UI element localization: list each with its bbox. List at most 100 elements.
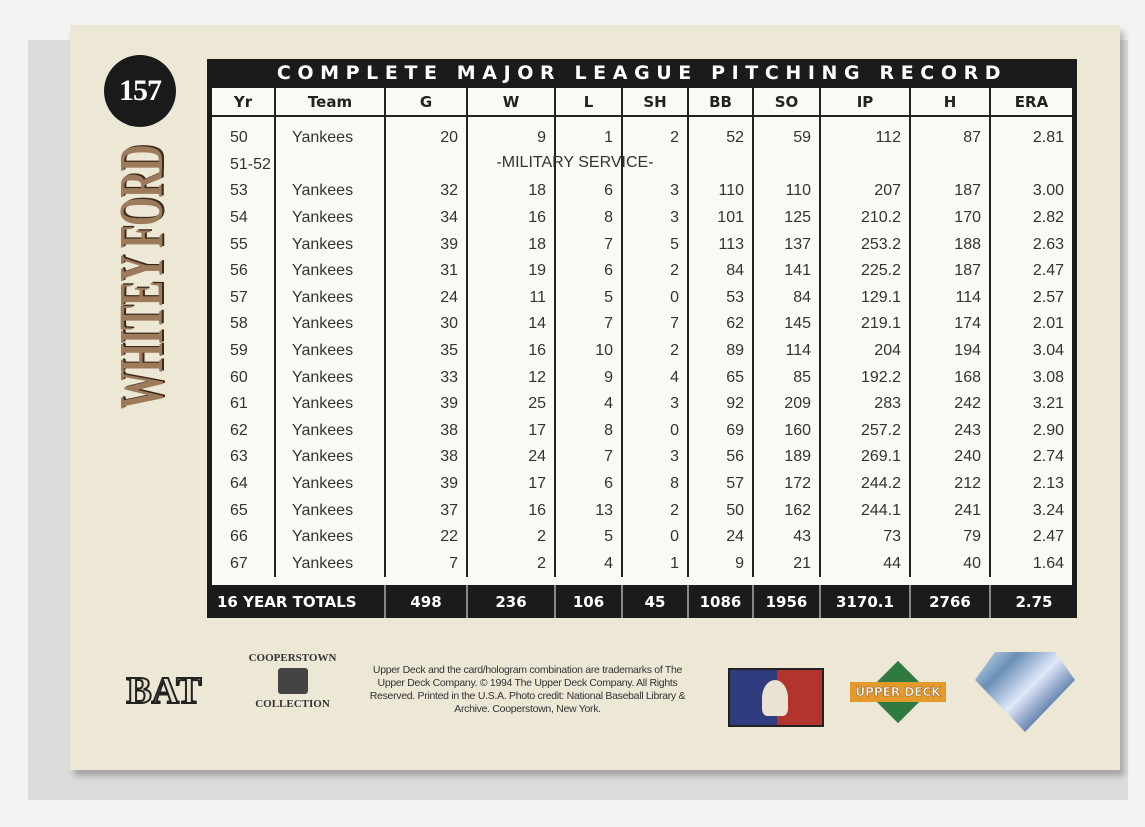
table-row: 59 Yankees 35 16 10 2 89 114 204 194 3.04 [212,337,1072,365]
table-row: 65 Yankees 37 16 13 2 50 162 244.1 241 3.24 [212,497,1072,524]
table-cell: 8 [554,417,622,445]
table-cell: 7 [384,550,467,578]
table-cell: 0 [621,417,688,445]
table-cell: 67 [230,554,248,572]
table-cell: 162 [752,497,820,524]
table-cell: 170 [909,204,990,232]
table-cell: 50 [230,129,248,147]
column-header: Team [274,88,385,117]
upper-deck-text: UPPER DECK [850,682,946,702]
table-cell: 50 [687,497,753,524]
totals-label: 16 YEAR TOTALS [217,592,357,611]
table-cell: 141 [752,257,820,285]
table-cell: 10 [554,337,622,365]
table-row: 51-52 [212,151,1072,179]
table-cell: 39 [384,231,467,258]
table-cell: Yankees [274,337,385,365]
table-cell: 87 [909,125,990,152]
table-cell: 18 [466,231,555,258]
table-cell: 5 [554,284,622,312]
total-cell: 1956 [752,585,820,618]
table-cell: 3.24 [989,497,1072,524]
table-cell: 2.47 [989,523,1072,551]
table-cell: 225.2 [819,257,910,285]
collection-text: COLLECTION [255,698,330,710]
table-cell: 3.08 [989,364,1072,391]
table-cell: 112 [819,125,910,152]
table-cell: 2.90 [989,417,1072,445]
table-cell: Yankees [274,257,385,285]
total-cell: 3170.1 [819,585,910,618]
table-cell: 85 [752,364,820,391]
table-cell: Yankees [274,364,385,391]
table-cell: 22 [384,523,467,551]
table-cell: 7 [554,231,622,258]
table-cell: Yankees [274,311,385,338]
table-cell: 30 [384,311,467,338]
table-cell: Yankees [274,417,385,445]
table-cell: 62 [230,421,248,439]
table-cell: 51-52 [230,155,271,173]
table-cell: 8 [621,470,688,498]
table-cell: Yankees [274,390,385,418]
table-cell: Yankees [274,204,385,232]
table-cell: Yankees [274,178,385,205]
table-cell: 2 [621,497,688,524]
stats-table: Yr Team G W L SH BB SO IP H ERA 50 Yankees 20 9 1 2 52 59 1… [207,88,1077,618]
table-cell: 2.57 [989,284,1072,312]
upper-deck-logo: UPPER DECK [850,660,946,726]
table-cell: 0 [621,284,688,312]
table-cell: 253.2 [819,231,910,258]
table-cell: Yankees [274,497,385,524]
table-cell: 4 [621,364,688,391]
table-cell: 2 [621,257,688,285]
table-cell: 2.81 [989,125,1072,152]
table-cell: 2 [621,337,688,365]
cooperstown-collection-logo: COOPERSTOWN COLLECTION [245,652,340,730]
table-cell: 1 [554,125,622,152]
total-cell: 2766 [909,585,990,618]
column-header: IP [819,88,910,117]
table-cell: 58 [230,315,248,333]
table-cell: 57 [230,288,248,306]
table-cell: 210.2 [819,204,910,232]
table-cell: 8 [554,204,622,232]
military-service-note: -MILITARY SERVICE- [496,154,654,171]
table-cell: 37 [384,497,467,524]
table-cell: 188 [909,231,990,258]
table-cell: 31 [384,257,467,285]
table-cell: 17 [466,470,555,498]
table-cell: 92 [687,390,753,418]
table-cell: 3 [621,444,688,471]
table-cell: 57 [687,470,753,498]
table-cell: 59 [752,125,820,152]
table-row: 61 Yankees 39 25 4 3 92 209 283 242 3.21 [212,390,1072,418]
table-title: COMPLETE MAJOR LEAGUE PITCHING RECORD [207,59,1077,88]
table-cell: 34 [384,204,467,232]
table-cell: 244.1 [819,497,910,524]
total-cell: 45 [621,585,688,618]
table-cell: 65 [687,364,753,391]
table-row: 62 Yankees 38 17 8 0 69 160 257.2 243 2.90 [212,417,1072,445]
table-cell: 53 [230,182,248,200]
table-cell: 2.47 [989,257,1072,285]
table-row: 58 Yankees 30 14 7 7 62 145 219.1 174 2.01 [212,311,1072,338]
table-cell: 9 [687,550,753,578]
table-row: 66 Yankees 22 2 5 0 24 43 73 79 2.47 [212,523,1072,551]
table-cell: 269.1 [819,444,910,471]
legal-text: Upper Deck and the card/hologram combina… [369,664,686,715]
table-cell: 209 [752,390,820,418]
table-cell: 16 [466,497,555,524]
table-cell: 39 [384,390,467,418]
table-cell: 69 [687,417,753,445]
table-cell: 13 [554,497,622,524]
table-cell [274,151,385,179]
table-cell [687,151,753,179]
column-header: H [909,88,990,117]
table-cell: 9 [466,125,555,152]
table-cell: 54 [230,209,248,227]
table-cell: Yankees [274,125,385,152]
table-cell [621,151,688,179]
table-cell: 16 [466,204,555,232]
table-cell: 89 [687,337,753,365]
